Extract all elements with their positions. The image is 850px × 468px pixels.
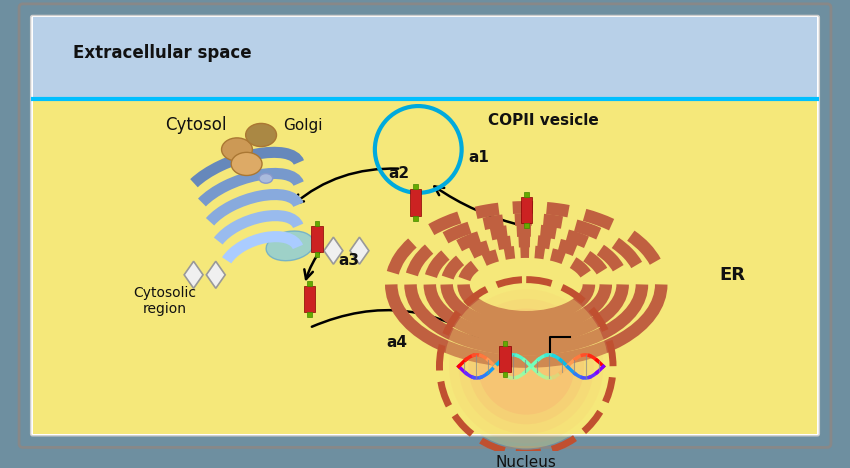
FancyBboxPatch shape <box>32 99 818 434</box>
Ellipse shape <box>222 138 252 161</box>
Text: a2: a2 <box>388 167 410 182</box>
Circle shape <box>459 299 594 434</box>
Circle shape <box>445 285 609 448</box>
Text: COPII vesicle: COPII vesicle <box>488 113 598 128</box>
FancyBboxPatch shape <box>32 17 818 99</box>
Polygon shape <box>207 261 225 288</box>
FancyBboxPatch shape <box>502 341 507 345</box>
Text: ER: ER <box>719 266 745 284</box>
FancyBboxPatch shape <box>19 4 831 447</box>
Polygon shape <box>324 237 343 264</box>
Text: Cytosol: Cytosol <box>165 117 226 134</box>
Ellipse shape <box>266 231 314 261</box>
Text: Cytosolic
region: Cytosolic region <box>133 286 196 316</box>
Circle shape <box>478 318 575 415</box>
FancyBboxPatch shape <box>307 312 312 317</box>
Ellipse shape <box>231 153 262 176</box>
FancyBboxPatch shape <box>524 192 529 197</box>
Text: a4: a4 <box>387 335 407 350</box>
Circle shape <box>468 308 584 424</box>
FancyBboxPatch shape <box>314 252 320 257</box>
Polygon shape <box>350 237 369 264</box>
Text: a3: a3 <box>338 253 360 268</box>
FancyBboxPatch shape <box>524 223 529 228</box>
FancyBboxPatch shape <box>502 372 507 377</box>
Text: Extracellular space: Extracellular space <box>73 44 252 62</box>
Ellipse shape <box>259 174 273 183</box>
FancyBboxPatch shape <box>31 15 819 436</box>
FancyBboxPatch shape <box>314 221 320 226</box>
FancyBboxPatch shape <box>413 216 418 220</box>
Text: Nucleus: Nucleus <box>496 455 557 468</box>
Text: a1: a1 <box>468 150 490 165</box>
FancyBboxPatch shape <box>307 281 312 286</box>
FancyBboxPatch shape <box>413 184 418 190</box>
FancyBboxPatch shape <box>410 190 421 216</box>
FancyBboxPatch shape <box>311 226 323 252</box>
FancyBboxPatch shape <box>499 345 511 372</box>
FancyBboxPatch shape <box>303 286 315 312</box>
Circle shape <box>449 289 604 444</box>
Polygon shape <box>184 261 203 288</box>
Text: Golgi: Golgi <box>283 118 323 133</box>
FancyBboxPatch shape <box>520 197 532 223</box>
Ellipse shape <box>246 124 276 146</box>
